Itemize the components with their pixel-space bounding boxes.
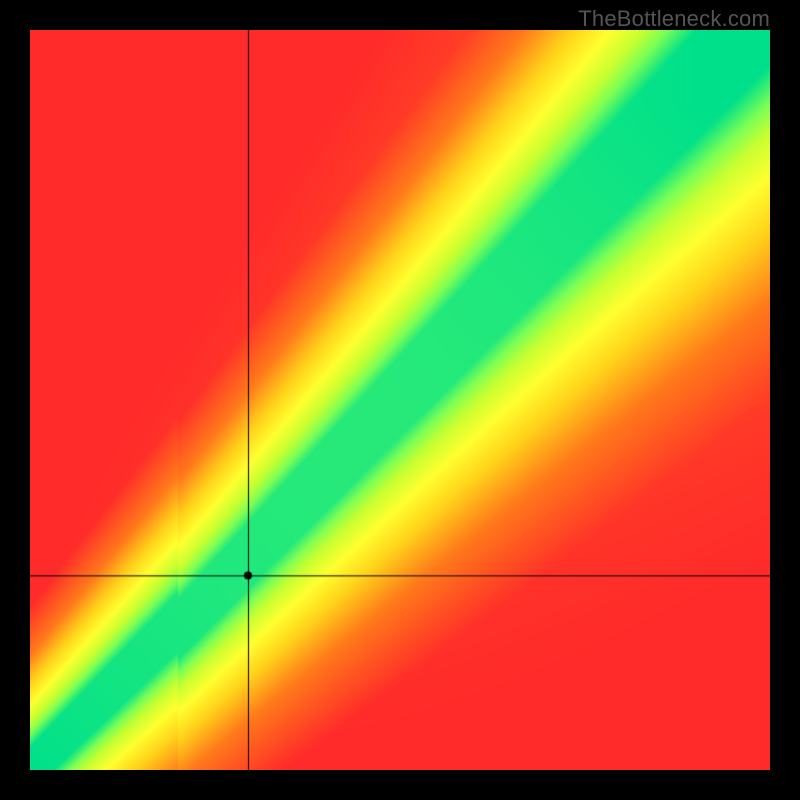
bottleneck-heatmap-canvas <box>30 30 770 770</box>
watermark-text: TheBottleneck.com <box>578 6 770 32</box>
bottleneck-heatmap-frame <box>30 30 770 770</box>
